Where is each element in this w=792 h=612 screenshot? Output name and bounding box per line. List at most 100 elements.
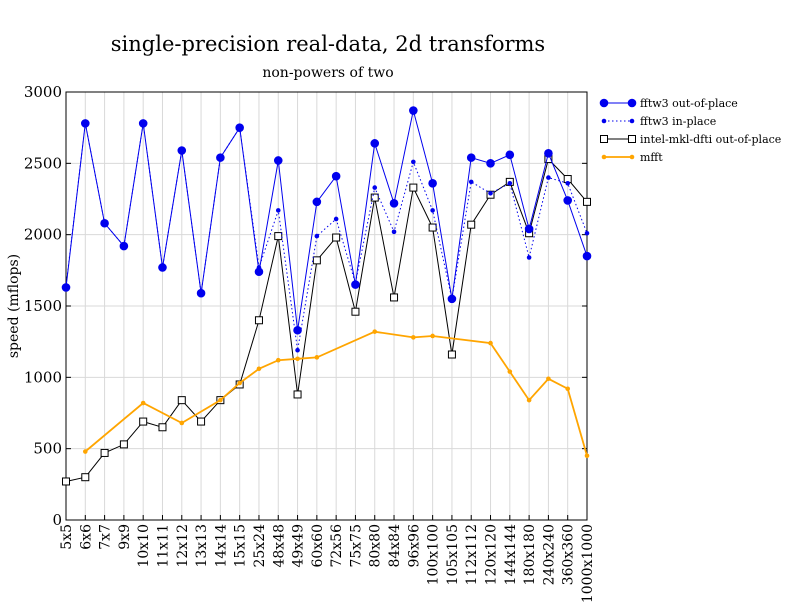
y-axis-ticks: 0 500 1000 1500 2000 2500 3000 [24, 83, 587, 529]
series-line [65, 158, 588, 482]
y-tick-label: 1000 [24, 368, 62, 386]
y-tick-label: 2500 [24, 154, 62, 172]
data-point [584, 453, 590, 459]
legend-marker [629, 154, 635, 160]
legend-label: fftw3 out-of-place [640, 97, 738, 110]
data-point [370, 193, 379, 202]
legend-entry: mfft [601, 151, 663, 164]
x-tick-label: 96x96 [406, 524, 422, 568]
data-point [139, 417, 148, 426]
data-point [196, 288, 206, 298]
data-point [177, 396, 186, 405]
chart-title: single-precision real-data, 2d transform… [111, 32, 545, 56]
x-tick-label: 180x180 [522, 524, 538, 585]
legend-entry: fftw3 in-place [601, 115, 716, 128]
x-tick-label: 6x6 [78, 524, 94, 550]
data-point [467, 220, 476, 229]
legend-marker [629, 118, 635, 124]
x-tick-label: 12x12 [175, 524, 191, 568]
chart-subtitle: non-powers of two [262, 65, 393, 81]
data-point [275, 357, 281, 363]
data-point [218, 397, 223, 403]
data-point [293, 390, 302, 399]
data-point [254, 267, 264, 277]
legend-marker [599, 98, 609, 108]
data-point [312, 256, 321, 265]
data-point [158, 263, 167, 272]
grid [66, 92, 587, 520]
data-point [295, 347, 300, 353]
x-tick-label: 49x49 [291, 524, 307, 568]
data-point [390, 293, 399, 302]
data-point [273, 156, 283, 165]
plot-frame [65, 91, 588, 521]
x-tick-label: 112x112 [464, 524, 480, 585]
data-point [507, 181, 513, 186]
legend-entry: intel-mkl-dfti out-of-place [600, 133, 781, 146]
data-point [428, 179, 437, 188]
x-tick-label: 72x56 [329, 524, 345, 568]
series-line [65, 110, 588, 331]
data-point [563, 196, 573, 205]
x-tick-label: 10x10 [136, 524, 152, 568]
data-point [179, 420, 185, 426]
data-point [372, 185, 378, 190]
series-intel-mkl-dfti-out-of-place [62, 155, 591, 486]
data-point [177, 146, 187, 155]
data-point [80, 119, 90, 128]
data-point [100, 448, 109, 457]
x-tick-label: 25x24 [252, 524, 268, 568]
data-point [254, 316, 263, 325]
data-point [256, 366, 262, 372]
data-point [293, 325, 302, 335]
x-tick-label: 11x11 [155, 524, 171, 568]
data-point [430, 333, 435, 339]
legend-marker [601, 118, 607, 124]
data-point [237, 380, 242, 386]
legend: fftw3 out-of-place fftw3 in-place intel-mk… [599, 97, 781, 164]
data-point [100, 218, 109, 228]
series [61, 106, 592, 486]
data-point [81, 473, 90, 482]
x-tick-label: 1000x1000 [580, 524, 596, 603]
data-point [507, 369, 513, 374]
data-point [370, 139, 380, 148]
data-point [295, 356, 300, 362]
data-point [409, 106, 418, 115]
data-point [466, 153, 476, 162]
data-point [389, 198, 399, 208]
data-point [430, 208, 435, 213]
data-point [274, 232, 283, 241]
x-tick-label: 240x240 [541, 524, 557, 585]
data-point [565, 386, 571, 392]
x-tick-label: 120x120 [484, 524, 500, 585]
data-point [158, 423, 167, 432]
legend-label: intel-mkl-dfti out-of-place [640, 133, 781, 146]
data-point [372, 329, 378, 334]
x-tick-label: 13x13 [194, 524, 210, 568]
y-tick-label: 500 [33, 440, 62, 458]
y-axis-label: speed (mflops) [6, 254, 22, 358]
data-point [565, 181, 571, 186]
data-point [275, 208, 281, 213]
y-tick-label: 2000 [24, 226, 62, 244]
data-point [119, 241, 129, 251]
data-point [62, 477, 70, 486]
data-point [582, 251, 592, 261]
legend-marker [627, 98, 637, 108]
x-tick-label: 80x80 [368, 524, 384, 568]
data-point [447, 294, 457, 304]
y-tick-label: 3000 [24, 83, 62, 101]
legend-entry: fftw3 out-of-place [599, 97, 738, 110]
data-point [333, 216, 339, 222]
data-point [584, 230, 590, 236]
data-point [82, 449, 88, 454]
data-point [546, 376, 551, 382]
data-point [544, 149, 553, 158]
data-point [468, 179, 474, 185]
x-tick-label: 5x5 [59, 524, 75, 550]
data-point [488, 340, 493, 346]
legend-marker [628, 135, 636, 143]
data-point [546, 175, 551, 180]
